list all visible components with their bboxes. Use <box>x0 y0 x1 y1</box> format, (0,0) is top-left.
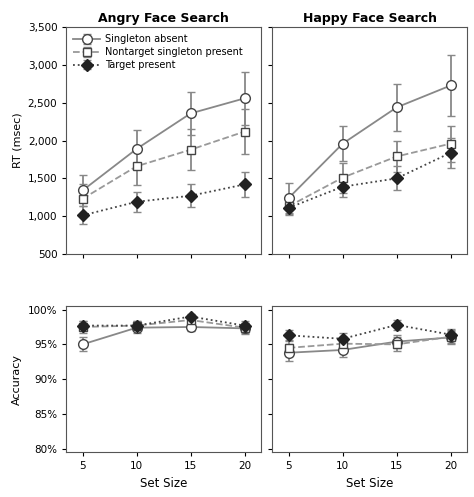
X-axis label: Set Size: Set Size <box>140 477 187 490</box>
Title: Angry Face Search: Angry Face Search <box>98 12 229 25</box>
Title: Happy Face Search: Happy Face Search <box>303 12 437 25</box>
X-axis label: Set Size: Set Size <box>346 477 393 490</box>
Y-axis label: Accuracy: Accuracy <box>12 354 22 405</box>
Legend: Singleton absent, Nontarget singleton present, Target present: Singleton absent, Nontarget singleton pr… <box>71 32 245 72</box>
Y-axis label: RT (msec): RT (msec) <box>12 113 22 168</box>
